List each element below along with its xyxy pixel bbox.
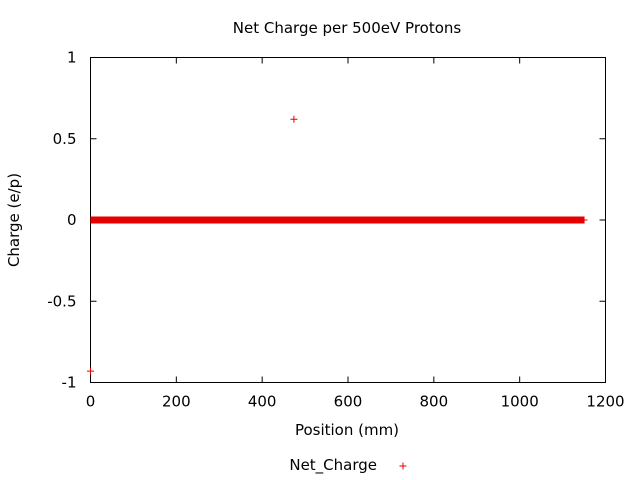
x-tick-label: 200: [162, 393, 191, 411]
y-tick-label: -0.5: [47, 292, 76, 310]
x-tick-label: 600: [334, 393, 363, 411]
x-axis-label: Position (mm): [295, 421, 399, 439]
legend-marker-net-charge: [399, 462, 407, 470]
x-tick-label: 1200: [586, 393, 624, 411]
y-tick-label: 0: [67, 211, 77, 229]
y-tick-label: 1: [67, 49, 77, 67]
y-tick-label: -1: [62, 374, 77, 392]
data-point: [87, 367, 94, 375]
x-tick-label: 0: [86, 393, 96, 411]
legend: Net_Charge: [289, 456, 407, 475]
data-point: [290, 115, 298, 123]
series-net-charge: [87, 115, 588, 375]
data-point: [580, 216, 588, 224]
legend-marker-glyph: [399, 462, 407, 470]
y-tick-label: 0.5: [53, 130, 77, 148]
chart-title: Net Charge per 500eV Protons: [233, 19, 462, 37]
x-tick-label: 800: [420, 393, 449, 411]
y-axis: 1 0.5 0 -0.5 -1: [47, 49, 606, 392]
x-axis: 0 200 400 600 800 1000 1200: [86, 57, 625, 411]
y-axis-label: Charge (e/p): [5, 173, 23, 267]
data-point-run: [90, 216, 585, 224]
x-tick-label: 1000: [501, 393, 539, 411]
legend-entry-net-charge: Net_Charge: [289, 456, 377, 475]
x-tick-label: 400: [248, 393, 277, 411]
